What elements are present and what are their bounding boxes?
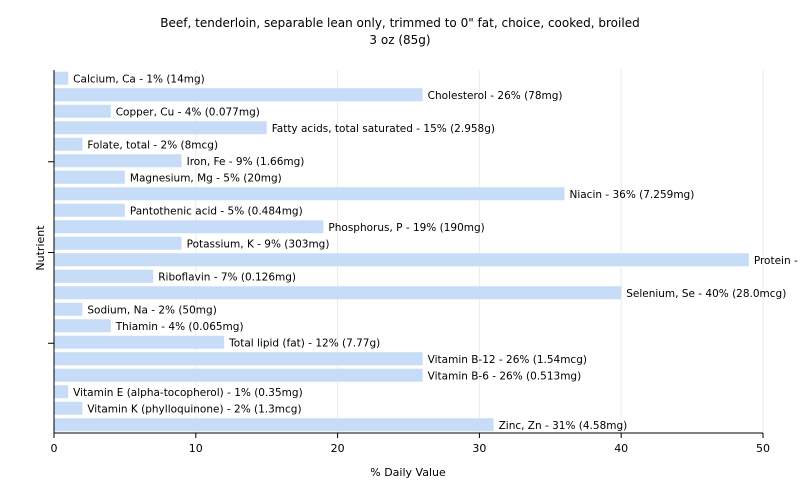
bar [54, 319, 111, 333]
bar-label: Riboflavin - 7% (0.126mg) [158, 271, 296, 283]
bar [54, 121, 267, 135]
bars [54, 71, 749, 432]
bar-label: Vitamin K (phylloquinone) - 2% (1.3mcg) [87, 403, 301, 415]
bar-labels: Calcium, Ca - 1% (14mg) Cholesterol - 26%… [73, 73, 800, 432]
x-tick-label: 20 [331, 442, 345, 455]
chart-subtitle: 3 oz (85g) [369, 33, 430, 47]
bar-label: Selenium, Se - 40% (28.0mcg) [626, 288, 786, 300]
bar [54, 220, 324, 234]
bar [54, 286, 622, 300]
chart-title: Beef, tenderloin, separable lean only, t… [160, 16, 639, 30]
bar-label: Iron, Fe - 9% (1.66mg) [187, 156, 305, 168]
bar-label: Total lipid (fat) - 12% (7.77g) [228, 337, 380, 349]
bar-label: Cholesterol - 26% (78mg) [428, 90, 563, 102]
bar [54, 104, 111, 118]
bar-label: Folate, total - 2% (8mcg) [87, 139, 218, 151]
bar [54, 335, 225, 349]
bar-label: Vitamin E (alpha-tocopherol) - 1% (0.35m… [73, 387, 303, 399]
bar [54, 236, 182, 250]
bar [54, 418, 494, 432]
axes: 0 10 20 30 40 50 [48, 70, 770, 455]
bar-label: Thiamin - 4% (0.065mg) [115, 321, 244, 333]
x-tick-label: 10 [189, 442, 203, 455]
bar-label: Sodium, Na - 2% (50mg) [87, 304, 216, 316]
bar [54, 170, 125, 184]
bar-label: Calcium, Ca - 1% (14mg) [73, 73, 205, 85]
x-tick-label: 40 [614, 442, 628, 455]
bar [54, 137, 83, 151]
x-tick-label: 30 [472, 442, 486, 455]
bar [54, 368, 423, 382]
bar-label: Protein - 49% (24.61g) [754, 255, 800, 267]
bar [54, 385, 69, 399]
y-axis-label: Nutrient [34, 225, 47, 271]
bar [54, 253, 749, 267]
bar [54, 401, 83, 415]
bar [54, 302, 83, 316]
bar-label: Zinc, Zn - 31% (4.58mg) [499, 420, 628, 432]
x-tick-label: 0 [51, 442, 58, 455]
bar [54, 88, 423, 102]
bar-label: Copper, Cu - 4% (0.077mg) [116, 106, 260, 118]
bar [54, 71, 69, 85]
bar-label: Fatty acids, total saturated - 15% (2.95… [272, 123, 495, 135]
x-axis-label: % Daily Value [370, 466, 446, 479]
bar-label: Magnesium, Mg - 5% (20mg) [130, 172, 282, 184]
x-tick-label: 50 [756, 442, 770, 455]
bar-label: Vitamin B-6 - 26% (0.513mg) [428, 370, 582, 382]
bar-label: Vitamin B-12 - 26% (1.54mcg) [428, 354, 587, 366]
bar-label: Phosphorus, P - 19% (190mg) [328, 222, 484, 234]
bar [54, 269, 154, 283]
bar [54, 154, 182, 168]
bar-label: Potassium, K - 9% (303mg) [187, 238, 330, 250]
bar-label: Pantothenic acid - 5% (0.484mg) [130, 205, 303, 217]
bar [54, 352, 423, 366]
bar [54, 187, 565, 201]
bar [54, 203, 125, 217]
bar-label: Niacin - 36% (7.259mg) [569, 189, 694, 201]
